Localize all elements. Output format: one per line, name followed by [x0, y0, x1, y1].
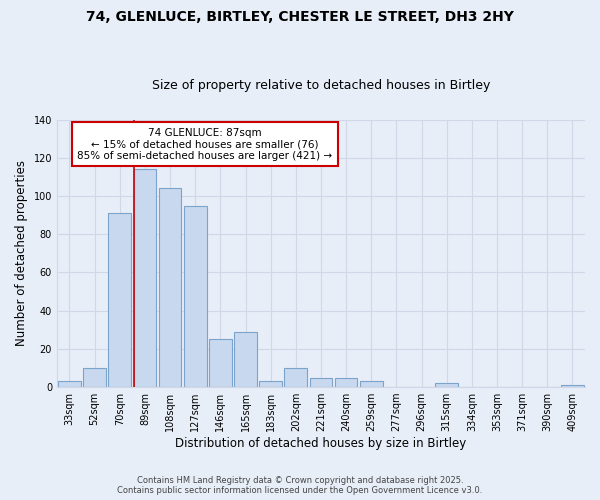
- Bar: [360, 382, 383, 387]
- Bar: [83, 368, 106, 387]
- Bar: [184, 206, 206, 387]
- X-axis label: Distribution of detached houses by size in Birtley: Distribution of detached houses by size …: [175, 437, 467, 450]
- Bar: [109, 213, 131, 387]
- Bar: [259, 382, 282, 387]
- Text: 74, GLENLUCE, BIRTLEY, CHESTER LE STREET, DH3 2HY: 74, GLENLUCE, BIRTLEY, CHESTER LE STREET…: [86, 10, 514, 24]
- Bar: [159, 188, 181, 387]
- Bar: [209, 340, 232, 387]
- Text: 74 GLENLUCE: 87sqm
← 15% of detached houses are smaller (76)
85% of semi-detache: 74 GLENLUCE: 87sqm ← 15% of detached hou…: [77, 128, 332, 161]
- Bar: [58, 382, 81, 387]
- Y-axis label: Number of detached properties: Number of detached properties: [15, 160, 28, 346]
- Text: Contains HM Land Registry data © Crown copyright and database right 2025.
Contai: Contains HM Land Registry data © Crown c…: [118, 476, 482, 495]
- Bar: [335, 378, 358, 387]
- Bar: [561, 385, 584, 387]
- Bar: [310, 378, 332, 387]
- Bar: [234, 332, 257, 387]
- Bar: [284, 368, 307, 387]
- Bar: [436, 384, 458, 387]
- Bar: [134, 169, 156, 387]
- Title: Size of property relative to detached houses in Birtley: Size of property relative to detached ho…: [152, 79, 490, 92]
